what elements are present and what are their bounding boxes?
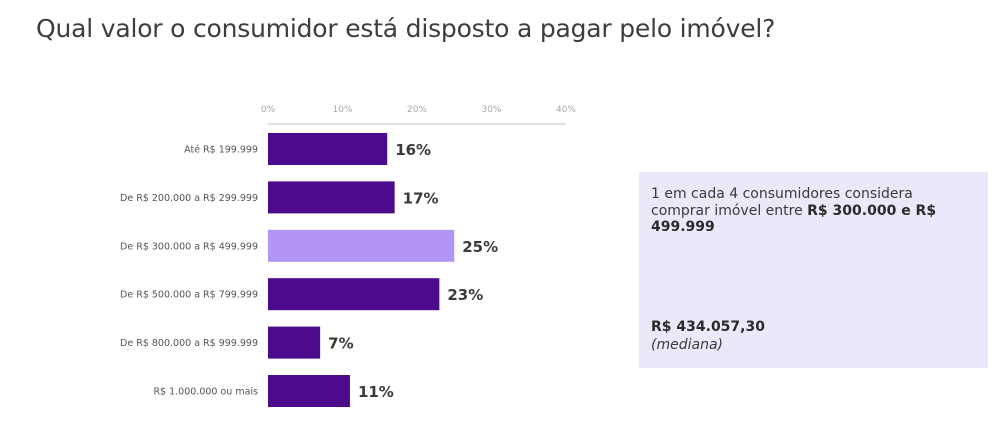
median-label: (mediana) (651, 337, 723, 353)
x-tick-label: 0% (261, 105, 276, 115)
category-label: Até R$ 199.999 (184, 145, 258, 156)
x-tick-label: 10% (332, 105, 352, 115)
bar-chart: 0% 10% 20% 30% 40% Até R$ 199.999 16% De R$ 200… (120, 105, 576, 407)
category-label: De R$ 800.000 a R$ 999.999 (120, 338, 258, 349)
info-text-bold: R$ 300.000 e R$ 499.999 (651, 202, 937, 236)
info-box: 1 em cada 4 consumidores considera compr… (639, 172, 988, 368)
median-value: R$ 434.057,30 (651, 319, 765, 335)
value-label: 23% (447, 286, 483, 304)
bar (268, 229, 455, 262)
chart-title: Qual valor o consumidor está disposto a … (36, 14, 776, 43)
x-tick-label: 20% (407, 105, 427, 115)
category-label: R$ 1.000.000 ou mais (153, 387, 258, 398)
category-label: De R$ 500.000 a R$ 799.999 (120, 290, 258, 301)
category-label: De R$ 200.000 a R$ 299.999 (120, 193, 258, 204)
bar (268, 133, 388, 165)
bar (268, 181, 395, 214)
value-label: 11% (358, 383, 394, 401)
bar (268, 278, 440, 311)
info-text-normal: 1 em cada 4 consumidores considera compr… (651, 186, 913, 219)
bar (268, 326, 321, 359)
value-label: 7% (328, 335, 353, 353)
info-text: 1 em cada 4 consumidores considera compr… (651, 186, 976, 236)
category-label: De R$ 300.000 a R$ 499.999 (120, 241, 258, 252)
value-label: 25% (462, 238, 498, 256)
x-tick-label: 40% (556, 105, 576, 115)
x-tick-label: 30% (481, 105, 501, 115)
bar (268, 375, 350, 407)
value-label: 17% (403, 189, 439, 207)
value-label: 16% (395, 141, 431, 159)
